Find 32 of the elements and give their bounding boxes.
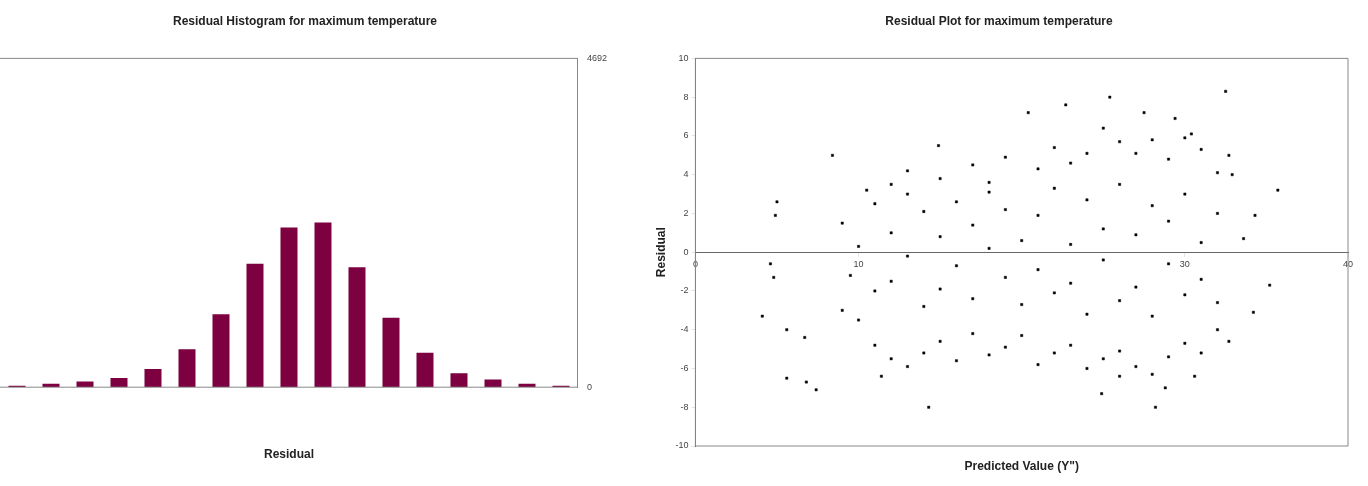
chart-title: Residual Plot for maximum temperature — [885, 13, 1114, 28]
chart-title: Residual Histogram for maximum temperature — [172, 13, 438, 28]
bar — [348, 267, 366, 388]
y-tick-label: -2 — [680, 285, 689, 296]
y-tick-label: 6 — [683, 130, 689, 141]
bar — [144, 368, 162, 388]
x-tick-label: 30 — [1179, 259, 1190, 270]
y-tick-label: 0 — [683, 246, 689, 257]
bar — [178, 349, 196, 388]
x-axis-title: Predicted Value (Y") — [964, 459, 1079, 473]
bar — [280, 227, 298, 388]
bar — [450, 373, 468, 388]
bar — [416, 352, 434, 388]
y-tick-label: 4692 — [586, 52, 608, 63]
y-tick-label: -10 — [675, 440, 689, 451]
y-tick-label: 10 — [678, 52, 689, 63]
bar — [314, 222, 332, 388]
y-axis-title: Residual — [653, 227, 668, 278]
bar — [484, 379, 502, 388]
y-tick-label: -8 — [680, 401, 689, 412]
bar — [246, 263, 264, 388]
bar — [212, 314, 230, 388]
bar — [110, 378, 128, 388]
y-tick-label: 2 — [683, 207, 689, 218]
y-tick-label: -4 — [680, 324, 689, 335]
bar — [382, 317, 400, 388]
x-axis-title: Residual — [263, 447, 314, 462]
y-tick-label: -6 — [680, 362, 689, 373]
y-tick-label: 4 — [683, 169, 689, 180]
x-tick-label: 40 — [1342, 259, 1354, 270]
y-tick-label: 8 — [683, 91, 689, 102]
x-tick-label: 10 — [853, 259, 864, 270]
